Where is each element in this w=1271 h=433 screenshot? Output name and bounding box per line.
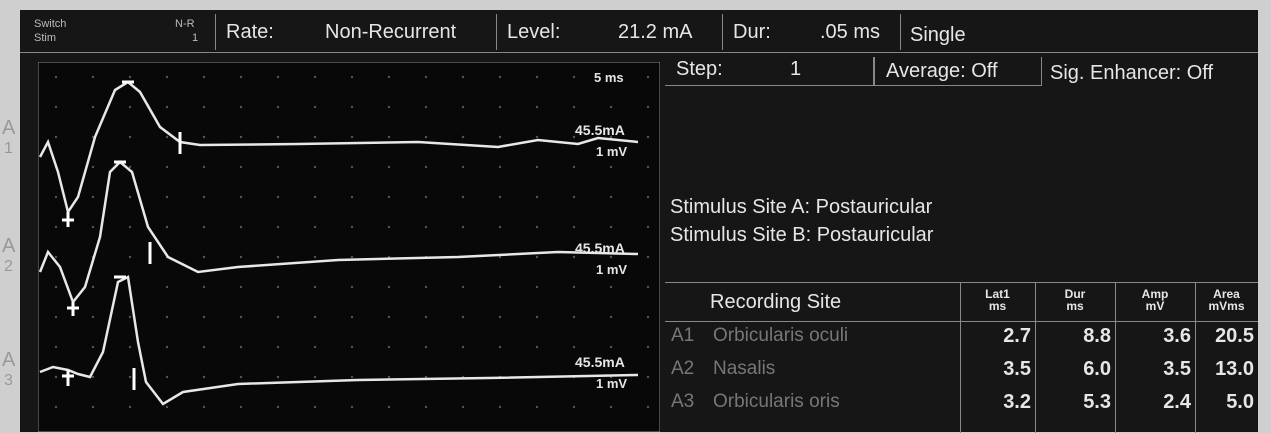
rate-label: Rate: xyxy=(226,21,274,44)
timebase: 5 ms xyxy=(594,70,624,85)
mode-code: N-R xyxy=(175,18,195,30)
cell-value: 5.0 xyxy=(1195,391,1254,414)
stimulus-site: Stimulus Site B: Postauricular xyxy=(670,224,933,247)
cell-value: 3.6 xyxy=(1115,325,1191,348)
trace-num: 3 xyxy=(4,372,13,390)
row-muscle: Orbicularis oculi xyxy=(713,325,848,347)
column-header: ms xyxy=(960,299,1035,313)
trace-site: A xyxy=(2,235,15,258)
cell-value: 13.0 xyxy=(1195,358,1254,381)
column-header: Recording Site xyxy=(710,291,841,314)
trace-sensitivity: 1 mV xyxy=(596,144,627,159)
trace-sensitivity: 1 mV xyxy=(596,262,627,277)
trace-intensity: 45.5mA xyxy=(575,354,625,370)
column-header: ms xyxy=(1035,299,1115,313)
enhancer: Sig. Enhancer: Off xyxy=(1050,62,1213,85)
dur-label: Dur: xyxy=(733,21,771,44)
waveform-panel xyxy=(38,62,660,432)
column-header: mVms xyxy=(1195,299,1258,313)
header-line xyxy=(665,321,1258,322)
divider xyxy=(20,52,1258,53)
row-muscle: Orbicularis oris xyxy=(713,391,840,413)
row-site: A1 xyxy=(671,325,694,347)
trace-num: 2 xyxy=(4,258,13,276)
average: Average: Off xyxy=(886,60,998,83)
cell-value: 3.2 xyxy=(960,391,1031,414)
cell-value: 8.8 xyxy=(1035,325,1111,348)
row-site: A3 xyxy=(671,391,694,413)
stim-label: Stim xyxy=(34,32,56,44)
cell-value: 3.5 xyxy=(960,358,1031,381)
switch-label: Switch xyxy=(34,18,66,30)
stim-mode: Single xyxy=(910,24,966,47)
trace-site: A xyxy=(2,117,15,140)
column-header: mV xyxy=(1115,299,1195,313)
row-site: A2 xyxy=(671,358,694,380)
stimulus-site: Stimulus Site A: Postauricular xyxy=(670,196,932,219)
trace-num: 1 xyxy=(4,140,13,158)
mode-num: 1 xyxy=(192,32,198,44)
level: 21.2 mA xyxy=(618,21,692,44)
row-muscle: Nasalis xyxy=(713,358,775,380)
cell-value: 20.5 xyxy=(1195,325,1254,348)
device-screen: Switch Stim N-R 1 Rate: Non-Recurrent Le… xyxy=(20,10,1258,432)
rate: Non-Recurrent xyxy=(325,21,456,44)
trace-sensitivity: 1 mV xyxy=(596,376,627,391)
trace-intensity: 45.5mA xyxy=(575,240,625,256)
page: Switch Stim N-R 1 Rate: Non-Recurrent Le… xyxy=(0,0,1271,432)
dur: .05 ms xyxy=(820,21,880,44)
step-label: Step: xyxy=(676,58,723,81)
cell-value: 5.3 xyxy=(1035,391,1111,414)
trace-site: A xyxy=(2,349,15,372)
trace-intensity: 45.5mA xyxy=(575,122,625,138)
level-label: Level: xyxy=(507,21,560,44)
cell-value: 2.4 xyxy=(1115,391,1191,414)
step: 1 xyxy=(790,58,801,81)
cell-value: 3.5 xyxy=(1115,358,1191,381)
cell-value: 6.0 xyxy=(1035,358,1111,381)
cell-value: 2.7 xyxy=(960,325,1031,348)
